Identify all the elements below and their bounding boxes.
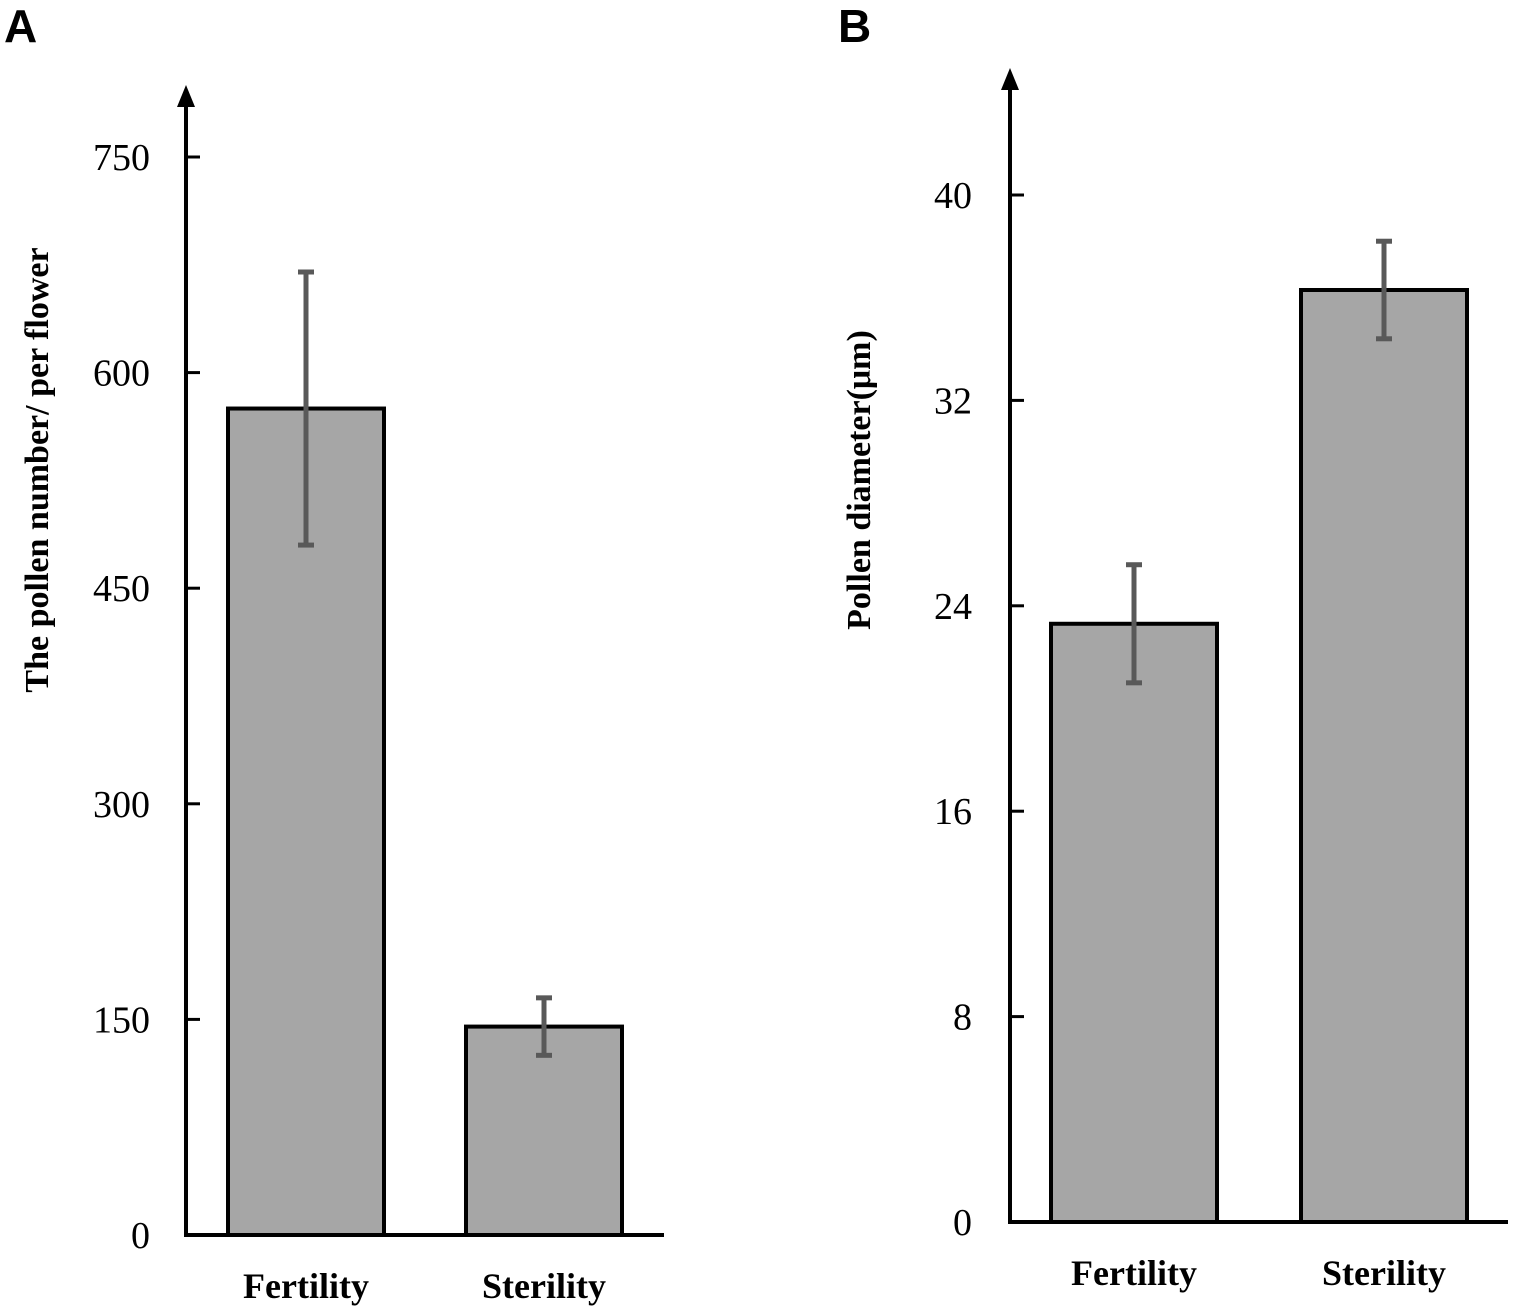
panel-b-error-bar-sterility [1376,238,1392,342]
panel-a-x-tick-label: Sterility [482,1266,606,1306]
panel-a-y-tick-label: 450 [93,568,150,610]
panel-a-bars [226,269,624,1237]
panel-b-y-tick-label: 16 [934,791,972,833]
panel-b-bar-fertility [1049,621,1219,1224]
panel-a-x-tick-label: Fertility [243,1266,369,1306]
panel-b-x-tick-label: Sterility [1322,1253,1446,1293]
panel-b: B Pollen diameter(μm) 0 8 16 24 32 40 Fertili… [838,0,1508,1293]
panel-b-axes: Fertility Sterility [1001,68,1508,1293]
panel-b-y-tick-label: 40 [934,175,972,217]
panel-a-y-tick-label: 0 [131,1215,150,1257]
panel-a-error-bar-fertility [298,269,314,548]
panel-a: A The pollen number/ per flower 0 150 300 4… [4,0,664,1306]
panel-a-y-axis-title: The pollen number/ per flower [19,247,56,692]
panel-b-x-tick-label: Fertility [1071,1253,1197,1293]
panel-a-y-tick-label: 750 [93,137,150,179]
panel-a-y-tick-label: 600 [93,353,150,395]
panel-a-y-axis-arrow [177,85,195,107]
panel-a-error-bar-sterility [536,995,552,1058]
panel-b-label: B [838,0,871,52]
panel-b-y-axis-arrow [1001,68,1019,90]
panel-a-label: A [4,0,37,52]
panel-b-y-tick-label: 32 [934,380,972,422]
panel-a-bar-sterility [464,1024,624,1237]
panel-b-y-ticks: 0 8 16 24 32 40 [934,175,1024,1244]
panel-b-y-tick-label: 0 [953,1202,972,1244]
panel-b-y-axis-title: Pollen diameter(μm) [841,330,878,630]
panel-b-bars [1049,238,1469,1224]
panel-a-y-ticks: 0 150 300 450 600 750 [93,137,200,1257]
panel-a-axes: Fertility Sterility [177,85,664,1306]
panel-a-y-tick-label: 150 [93,999,150,1041]
panel-b-y-tick-label: 24 [934,586,972,628]
panel-b-bar-sterility [1299,287,1469,1224]
panel-b-y-tick-label: 8 [953,997,972,1039]
panel-b-error-bar-fertility [1126,562,1142,686]
panel-a-y-tick-label: 300 [93,784,150,826]
